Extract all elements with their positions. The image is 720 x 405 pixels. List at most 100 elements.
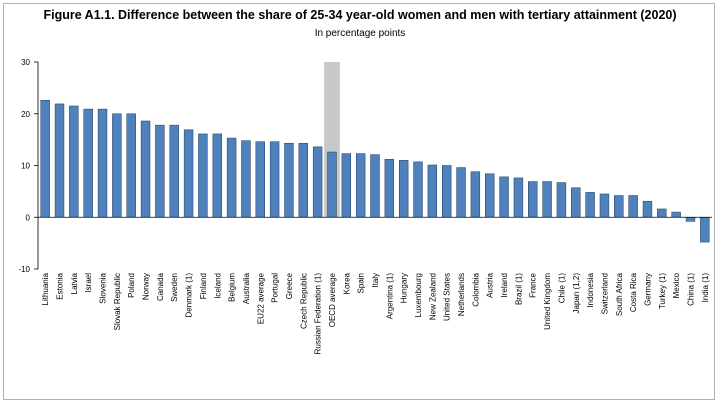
bar: [112, 113, 122, 218]
category-label: Slovak Republic: [113, 273, 122, 330]
bar: [700, 217, 710, 243]
category-label: Czech Republic: [299, 273, 308, 329]
category-label: Australia: [242, 272, 251, 304]
category-label: Mexico: [672, 272, 681, 298]
chart-title: Figure A1.1. Difference between the shar…: [43, 8, 677, 22]
category-label: Indonesia: [586, 272, 595, 307]
bar: [599, 193, 610, 218]
category-label: New Zealand: [428, 273, 437, 320]
bar: [327, 151, 337, 218]
category-label: Poland: [127, 273, 136, 298]
bar: [97, 108, 108, 218]
y-tick-label: 0: [26, 213, 31, 222]
category-label: Chile (1): [557, 273, 566, 304]
category-label: United States: [443, 273, 452, 321]
bar: [485, 173, 495, 218]
category-label: Spain: [357, 273, 366, 293]
bar: [284, 143, 294, 218]
category-label: Greece: [285, 272, 294, 299]
category-label: Ireland: [500, 273, 509, 297]
bar: [226, 137, 237, 218]
category-label: Switzerland: [600, 273, 609, 314]
bar: [355, 153, 366, 218]
category-label: Denmark (1): [185, 273, 194, 318]
chart-frame: [3, 3, 715, 400]
bar: [126, 113, 136, 218]
bar: [83, 108, 93, 218]
category-label: Italy: [371, 273, 380, 288]
y-tick-label: 10: [21, 162, 30, 171]
bar: [69, 105, 79, 218]
category-label: Russian Federation (1): [314, 273, 323, 355]
bar: [427, 164, 438, 218]
category-label: Estonia: [56, 272, 65, 299]
bar: [54, 103, 65, 218]
bar: [269, 141, 280, 218]
y-tick-label: 20: [21, 110, 30, 119]
category-label: Belgium: [228, 273, 237, 302]
category-label: Lithuania: [41, 272, 50, 305]
category-label: Germany: [643, 273, 652, 306]
bar: [40, 100, 50, 218]
category-label: OECD average: [328, 272, 337, 327]
category-label: Slovenia: [99, 272, 108, 303]
category-label: Canada: [156, 272, 165, 301]
bar: [155, 124, 165, 218]
bar: [398, 160, 409, 218]
category-label: Korea: [342, 272, 351, 294]
y-tick-label: 30: [21, 58, 30, 67]
bar: [212, 133, 222, 218]
bar: [183, 129, 194, 218]
bar: [556, 182, 567, 218]
category-label: Latvia: [70, 272, 79, 294]
bar: [140, 120, 151, 218]
bar: [528, 181, 538, 218]
bar: [298, 143, 308, 218]
bar: [241, 140, 251, 218]
category-label: Austria: [486, 272, 495, 297]
category-label: Norway: [142, 273, 151, 300]
bar: [571, 187, 581, 218]
bar: [312, 146, 323, 218]
category-label: Finland: [199, 273, 208, 299]
category-label: France: [529, 272, 538, 297]
category-label: Japan (1,2): [572, 273, 581, 314]
bar: [198, 133, 208, 218]
chart-subtitle: In percentage points: [314, 28, 406, 39]
bar: [499, 176, 509, 218]
category-label: Sweden: [170, 273, 179, 302]
category-label: Argentina (1): [385, 273, 394, 320]
category-label: Costa Rica: [629, 272, 638, 312]
bar: [456, 167, 466, 218]
bar: [685, 217, 696, 222]
category-label: Brazil (1): [514, 273, 523, 305]
bar: [341, 153, 352, 218]
category-label: China (1): [686, 273, 695, 306]
bar: [614, 195, 624, 218]
bar: [169, 124, 179, 218]
bar: [628, 195, 638, 218]
bar: [657, 208, 667, 218]
bar: [370, 154, 380, 218]
category-label: Iceland: [213, 273, 222, 299]
category-label: Israel: [84, 273, 93, 293]
bar: [513, 177, 524, 218]
bar: [642, 200, 653, 218]
category-label: India (1): [701, 273, 710, 303]
bar: [671, 211, 681, 218]
category-label: Turkey (1): [658, 273, 667, 309]
category-label: EU22 average: [256, 272, 265, 324]
bar: [255, 141, 265, 218]
bar: [413, 161, 423, 218]
category-label: Netherlands: [457, 273, 466, 316]
category-label: Portugal: [271, 273, 280, 303]
category-label: Colombia: [471, 272, 480, 306]
bar: [585, 192, 595, 218]
category-label: South Africa: [615, 272, 624, 316]
bar: [384, 159, 395, 218]
category-label: Hungary: [400, 273, 409, 303]
bar: [442, 165, 452, 218]
category-label: Luxembourg: [414, 273, 423, 317]
bar: [470, 171, 481, 218]
